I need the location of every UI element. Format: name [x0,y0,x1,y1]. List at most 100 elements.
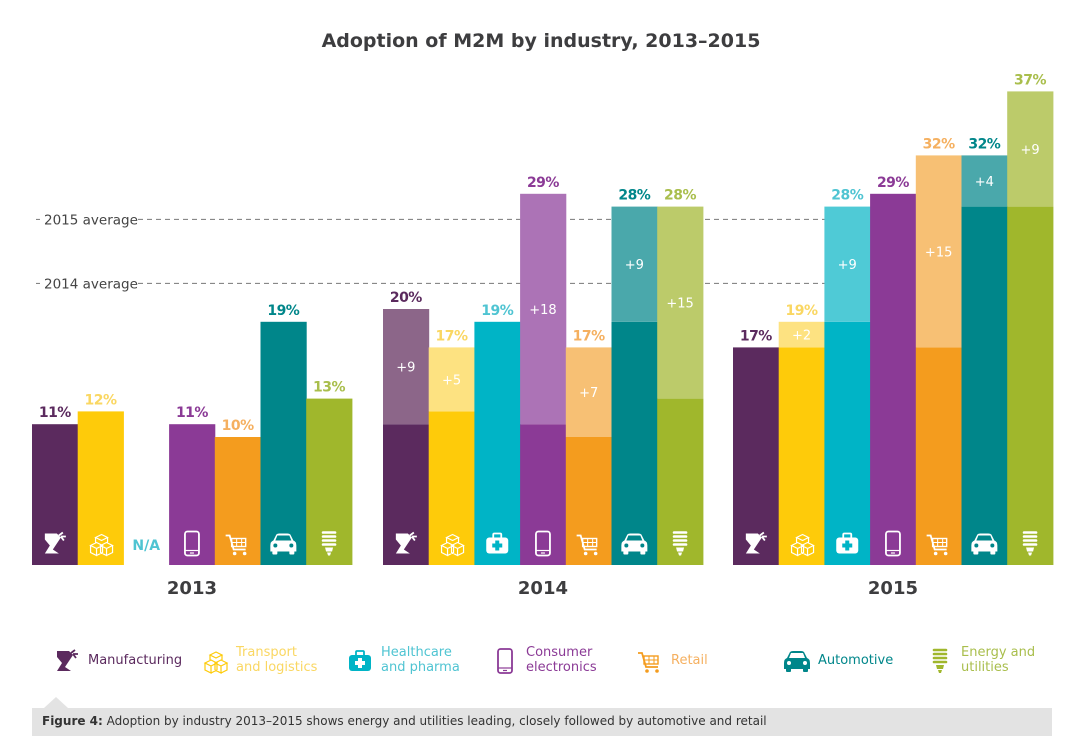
bar-healthcare-and-pharma-2014 [474,321,521,565]
increment-label: +15 [925,245,952,260]
reference-line-label: 2015 average [44,212,138,228]
lightbulb-icon [672,531,688,556]
increment-label: +9 [1020,143,1039,158]
bar-automotive-2015 [961,206,1008,565]
car-icon [784,651,810,672]
lightbulb-icon [932,648,948,673]
bar-consumer-electronics-2013 [169,424,216,565]
shopping-cart-icon [926,534,948,556]
smartphone-icon [184,530,200,557]
bar-automotive-2013 [260,321,307,565]
na-label: N/A [132,538,160,554]
bar-increment [428,347,475,412]
caption-prefix: Figure 4: [42,714,103,728]
legend-item: Healthcare and pharma [345,640,460,680]
bar-automotive-2014 [611,321,658,565]
car-icon [621,533,648,555]
legend-label: Healthcare and pharma [381,645,460,675]
value-label: 28% [664,188,696,204]
bar-icon [745,531,767,554]
value-label: 19% [786,303,818,319]
bar-consumer-electronics-2015 [870,193,917,566]
value-label: 17% [573,328,605,344]
lightbulb-icon [1022,531,1038,556]
medical-kit-icon [836,532,859,554]
legend: Manufacturing Transport and logistics Heal… [0,640,1082,684]
smartphone-icon [535,530,551,557]
legend-item: Consumer electronics [490,640,597,680]
group-label-2013: 2013 [167,578,217,599]
value-label: 10% [222,418,254,434]
legend-icon [203,651,229,674]
reference-line-label: 2014 average [44,276,138,292]
increment-label: +9 [838,258,857,273]
bar-increment [961,155,1008,207]
bar-icon [440,533,465,557]
value-label: 11% [176,405,208,421]
legend-item: Transport and logistics [200,640,317,680]
value-label: 29% [877,175,909,191]
legend-item: Automotive [782,640,893,680]
bar-icon [621,533,648,555]
robot-arm-icon [745,531,767,554]
group-label-2014: 2014 [518,578,568,599]
value-label: 17% [740,328,772,344]
caption-text: Figure 4: Adoption by industry 2013–2015… [42,714,767,728]
bar-icon [1022,531,1038,556]
bar-icon [486,532,509,554]
legend-icon [932,648,948,673]
increment-label: +4 [975,175,994,190]
value-label: 19% [267,303,299,319]
medical-kit-icon [349,650,371,671]
bar-icon [44,531,66,554]
value-label: 28% [831,188,863,204]
bar-icon [926,534,948,556]
bar-increment [824,206,871,322]
car-icon [971,533,998,555]
shopping-cart-icon [638,652,659,673]
legend-item: Energy and utilities [925,640,1035,680]
legend-item: Retail [635,640,708,680]
increment-label: +2 [792,329,811,344]
robot-arm-icon [395,531,417,554]
bar-icon [672,531,688,556]
bar-manufacturing-2015 [733,347,780,565]
group-label-2015: 2015 [868,578,918,599]
bar-retail-2015 [915,347,962,565]
shopping-cart-icon [576,534,598,556]
increment-label: +15 [666,297,693,312]
legend-icon [784,651,810,672]
value-label: 20% [390,290,422,306]
bar-icon [790,533,815,557]
bar-increment [611,206,658,322]
increment-label: +9 [396,361,415,376]
bar-transport-and-logistics-2014 [428,411,475,565]
bar-increment [565,347,612,437]
robot-arm-icon [57,649,78,671]
increment-label: +5 [442,373,461,388]
value-label: 19% [481,303,513,319]
legend-label: Automotive [818,652,894,668]
legend-label: Consumer electronics [526,645,597,675]
bar-increment [915,155,962,348]
boxes-icon [790,533,815,557]
car-icon [270,533,297,555]
bar-retail-2014 [565,437,612,565]
bar-increment [778,321,825,348]
lightbulb-icon [321,531,337,556]
bar-consumer-electronics-2014 [520,424,567,565]
value-label: 13% [313,380,345,396]
figure-caption: Figure 4: Adoption by industry 2013–2015… [32,708,1052,736]
legend-label: Transport and logistics [236,645,318,675]
bar-icon [89,533,114,557]
bar-increment [520,193,567,425]
legend-label: Retail [671,652,708,668]
value-label: 37% [1014,72,1046,88]
boxes-icon [440,533,465,557]
caption-body: Adoption by industry 2013–2015 shows ene… [102,714,767,728]
bar-icon [184,530,200,557]
bar-transport-and-logistics-2015 [778,347,825,565]
bar-chart: 2015 average 2014 average 11% 12% N/A 11% 10% 1… [32,72,1054,599]
bar-icon [836,532,859,554]
value-label: 11% [39,405,71,421]
